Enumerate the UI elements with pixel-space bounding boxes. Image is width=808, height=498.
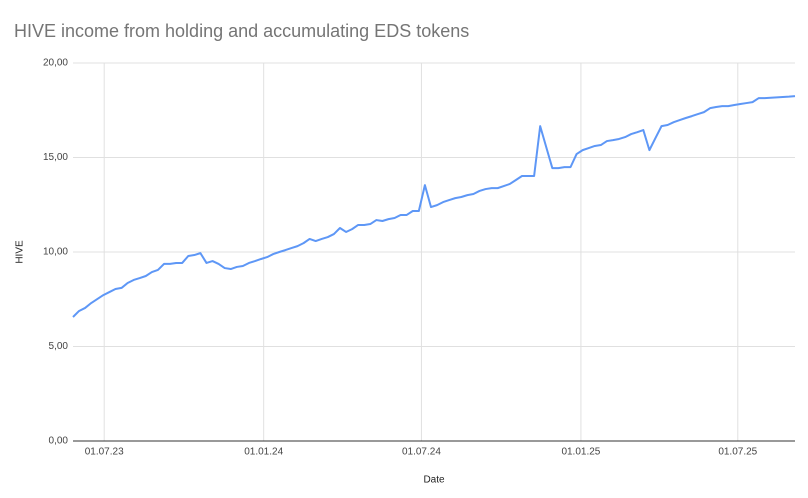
chart-title: HIVE income from holding and accumulatin… — [14, 21, 469, 41]
y-tick-label: 10,00 — [43, 247, 68, 258]
y-tick-label: 5,00 — [49, 341, 69, 352]
y-tick-label: 15,00 — [43, 152, 68, 163]
x-tick-label: 01.01.24 — [244, 447, 283, 458]
y-tick-label: 20,00 — [43, 58, 68, 69]
x-tick-label: 01.01.25 — [561, 447, 600, 458]
y-axis-title: HIVE — [15, 240, 26, 264]
y-tick-label: 0,00 — [49, 436, 69, 447]
x-axis-title: Date — [423, 475, 445, 486]
data-line — [72, 95, 796, 318]
x-tick-label: 01.07.24 — [402, 447, 441, 458]
x-tick-label: 01.07.25 — [718, 447, 757, 458]
x-tick-label: 01.07.23 — [85, 447, 124, 458]
